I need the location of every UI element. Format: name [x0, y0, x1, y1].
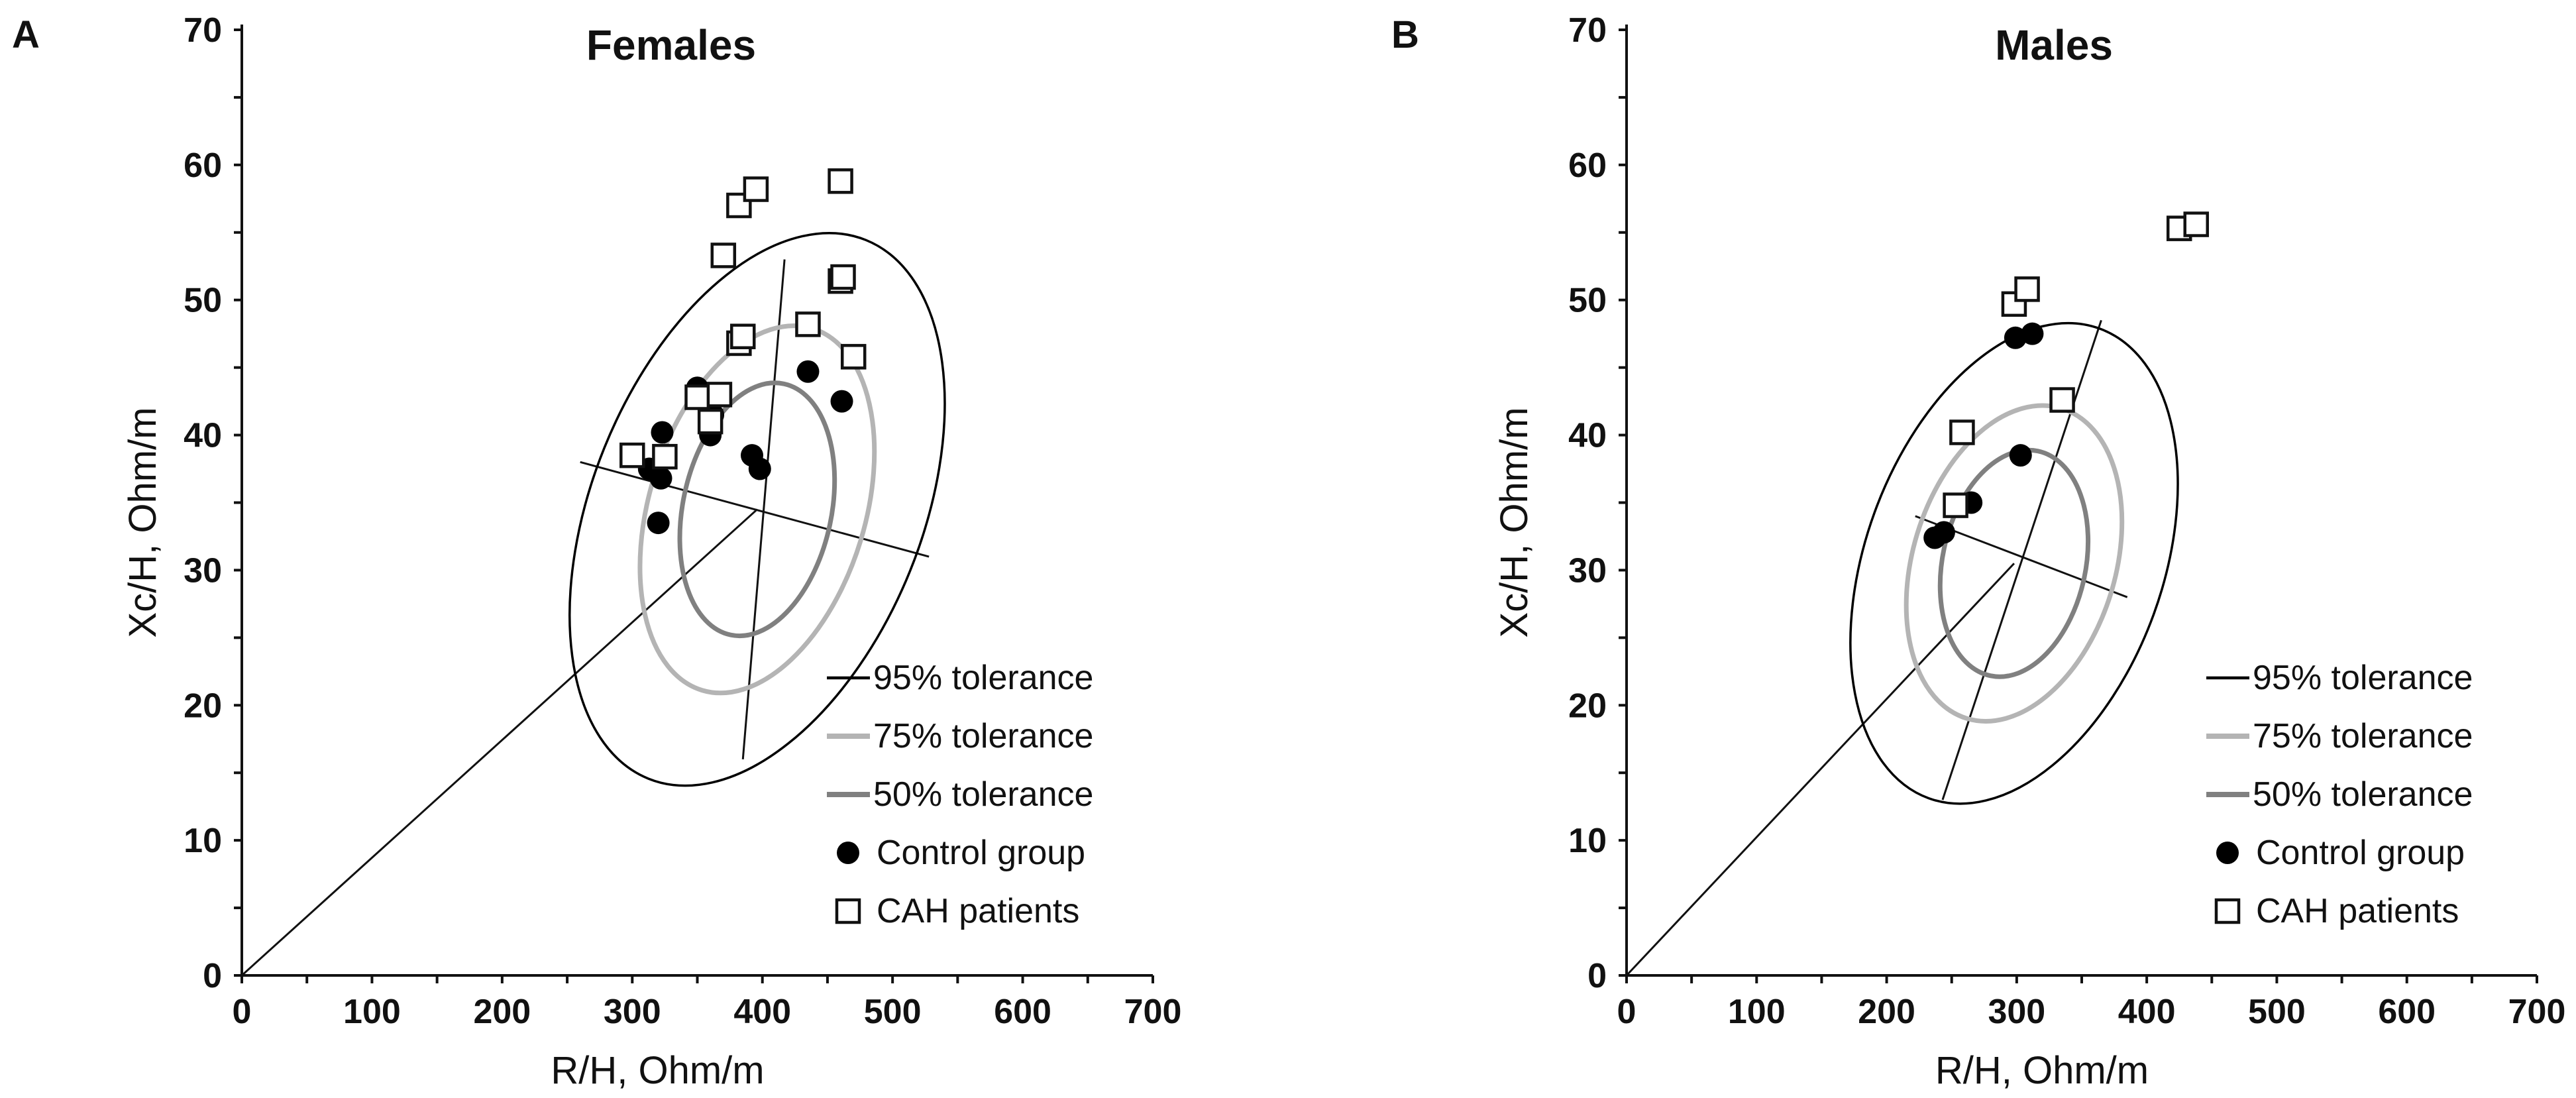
- y-tick-label: 40: [1568, 417, 1607, 455]
- y-tick-label: 60: [1568, 146, 1607, 185]
- x-tick-label: 100: [1728, 993, 1786, 1031]
- control-point: [2004, 326, 2027, 349]
- legend-square-swatch: [835, 898, 861, 924]
- legend-label: 75% tolerance: [873, 717, 1093, 755]
- control-point: [649, 467, 672, 490]
- x-tick-label: 700: [2508, 993, 2566, 1031]
- y-tick-label: 70: [184, 11, 222, 50]
- legend-label: 95% tolerance: [2253, 659, 2473, 697]
- x-tick-label: 400: [733, 993, 791, 1031]
- cah-point: [684, 384, 710, 410]
- x-tick-label: 300: [1988, 993, 2045, 1031]
- chart-title: Females: [586, 21, 756, 69]
- cah-point: [840, 344, 867, 370]
- x-tick-label: 400: [2118, 993, 2176, 1031]
- control-point: [748, 457, 771, 480]
- cah-point: [726, 192, 752, 219]
- cah-point: [830, 264, 856, 290]
- y-tick-label: 50: [1568, 282, 1607, 320]
- y-tick-label: 20: [184, 686, 222, 725]
- legend-circle-swatch: [837, 842, 859, 864]
- control-point: [647, 512, 670, 535]
- control-point: [1932, 521, 1955, 544]
- ellipse-major-axis: [741, 259, 786, 759]
- cah-point: [619, 442, 645, 468]
- cah-point: [697, 408, 724, 435]
- tolerance-ellipse-95: [568, 232, 946, 787]
- cah-point: [1943, 492, 1968, 518]
- legend-label: 50% tolerance: [873, 775, 1093, 814]
- y-tick-label: 60: [184, 146, 222, 185]
- legend-label: CAH patients: [2256, 892, 2459, 930]
- tolerance-ellipse-50: [677, 380, 837, 639]
- legend: 95% tolerance 75% tolerance 50% tolerance C…: [827, 659, 1093, 930]
- y-tick-label: 40: [184, 417, 222, 455]
- tolerance-ellipse-50: [1937, 447, 2091, 679]
- x-tick-label: 300: [604, 993, 661, 1031]
- y-tick-label: 0: [1587, 957, 1607, 995]
- control-point: [2021, 322, 2044, 345]
- legend-label: 95% tolerance: [873, 659, 1093, 697]
- cah-point: [2049, 387, 2075, 413]
- y-tick-label: 10: [1568, 822, 1607, 860]
- cah-point: [730, 323, 756, 350]
- y-tick-label: 30: [184, 551, 222, 590]
- legend-label: CAH patients: [877, 892, 1079, 930]
- chart-title: Males: [1995, 21, 2113, 69]
- y-tick-label: 70: [1568, 11, 1607, 50]
- x-tick-label: 0: [233, 993, 252, 1031]
- control-point: [651, 421, 674, 444]
- y-tick-label: 30: [1568, 551, 1607, 590]
- x-tick-label: 100: [343, 993, 401, 1031]
- panel-letter: B: [1391, 13, 1419, 56]
- x-tick-label: 500: [2248, 993, 2306, 1031]
- legend-square-swatch: [2214, 898, 2241, 924]
- origin-vector-line: [1625, 563, 2015, 977]
- legend: 95% tolerance 75% tolerance 50% tolerance C…: [2206, 659, 2473, 930]
- x-tick-label: 700: [1124, 993, 1182, 1031]
- cah-point: [2014, 276, 2040, 302]
- ellipse-minor-axis: [580, 461, 930, 558]
- cah-point: [795, 311, 821, 337]
- cah-point: [652, 443, 678, 470]
- cah-point: [710, 243, 737, 268]
- legend-label: Control group: [877, 834, 1085, 872]
- x-tick-label: 0: [1617, 993, 1637, 1031]
- control-point: [796, 360, 820, 383]
- x-tick-label: 600: [994, 993, 1051, 1031]
- tolerance-ellipse-95: [1849, 321, 2179, 805]
- panel-letter: A: [12, 13, 40, 56]
- cah-point: [2183, 211, 2209, 237]
- chart-panel-b: B Males 0 100 200 300 400 500 600 700 0 10 20 30 40 50 6…: [1391, 11, 2565, 1092]
- x-axis-title: R/H, Ohm/m: [551, 1049, 764, 1092]
- x-tick-label: 200: [1858, 993, 1915, 1031]
- x-axis-title: R/H, Ohm/m: [1935, 1049, 2149, 1092]
- origin-vector-line: [241, 508, 758, 977]
- x-tick-label: 600: [2378, 993, 2436, 1031]
- legend-label: Control group: [2256, 834, 2465, 872]
- legend-label: 50% tolerance: [2253, 775, 2473, 814]
- y-tick-label: 20: [1568, 686, 1607, 725]
- cah-point: [828, 168, 853, 194]
- legend-label: 75% tolerance: [2253, 717, 2473, 755]
- chart-panel-a: A Females 0 100 200 300 400 500 600 700 0 10 20 30 40 5…: [12, 11, 1181, 1092]
- cah-point: [1949, 419, 1975, 445]
- ellipse-major-axis: [1941, 319, 2102, 800]
- x-tick-label: 200: [473, 993, 531, 1031]
- legend-circle-swatch: [2216, 842, 2239, 864]
- control-point: [2009, 444, 2032, 467]
- control-point: [830, 390, 853, 413]
- cah-point: [706, 382, 733, 408]
- y-tick-label: 50: [184, 282, 222, 320]
- y-axis-title: Xc/H, Ohm/m: [121, 407, 164, 637]
- x-tick-label: 500: [864, 993, 922, 1031]
- y-axis-title: Xc/H, Ohm/m: [1493, 407, 1536, 637]
- y-tick-label: 10: [184, 822, 222, 860]
- y-tick-label: 0: [203, 957, 222, 995]
- cah-point: [743, 176, 769, 202]
